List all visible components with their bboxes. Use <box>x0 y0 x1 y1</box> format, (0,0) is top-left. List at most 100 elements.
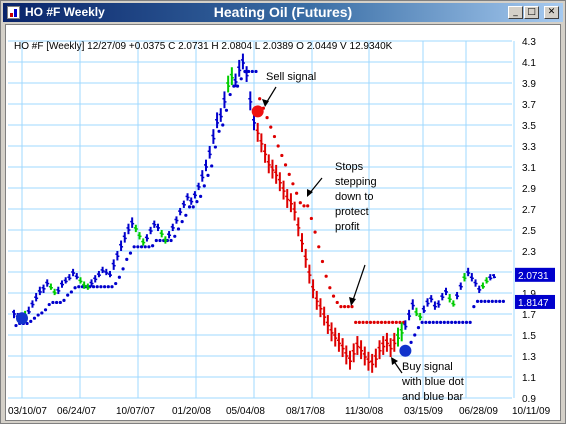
stop-dot <box>29 319 33 323</box>
stop-dot <box>280 153 284 158</box>
stop-dot <box>106 285 110 289</box>
sell-arrow-head <box>262 99 269 107</box>
stop-dot <box>487 299 491 303</box>
stop-dot <box>475 299 480 303</box>
stop-dot <box>169 238 173 243</box>
chart-header-readout: HO #F [Weekly] 12/27/09 +0.0375 C 2.0731… <box>14 41 393 52</box>
start-buy-dot <box>16 312 28 325</box>
y-tick-label: 3.7 <box>522 100 536 111</box>
stop-dot <box>250 69 254 74</box>
stop-dot <box>357 320 361 324</box>
stop-dot <box>295 191 299 195</box>
stop-dot <box>265 116 269 120</box>
maximize-button[interactable]: □ <box>524 6 539 19</box>
stop-dot <box>191 205 195 209</box>
stop-dot <box>132 245 136 249</box>
stop-dot <box>217 129 221 133</box>
stop-dot <box>184 213 188 217</box>
stop-dot <box>483 299 487 303</box>
y-tick-label: 1.7 <box>522 310 536 321</box>
stop-dot <box>320 259 325 264</box>
x-tick-label: 01/20/08 <box>172 406 211 417</box>
stop-dot <box>343 305 347 309</box>
y-tick-label: 2.5 <box>522 226 536 237</box>
stop-dot <box>202 184 206 188</box>
stop-dot <box>147 245 151 249</box>
x-tick-label: 08/17/08 <box>286 406 325 417</box>
window-title: HO #F Weekly <box>25 5 105 19</box>
stops-line-1: Stops <box>335 161 364 173</box>
stop-dot <box>66 293 70 297</box>
x-axis-ticks: 03/10/07 06/24/07 10/07/07 01/20/08 05/04/08… <box>8 406 551 417</box>
y-tick-label: 1.1 <box>522 373 536 384</box>
stop-dot <box>117 275 121 279</box>
stop-dot <box>276 144 280 148</box>
stop-dot <box>239 77 243 81</box>
stop-dot <box>479 299 483 303</box>
stop-dot <box>125 257 129 261</box>
chart-area[interactable] <box>5 24 561 421</box>
stop-dot <box>199 194 203 198</box>
buy-signal-dot <box>399 344 412 357</box>
stop-dot <box>91 285 96 289</box>
y-axis-ticks: 4.34.13.93.73.53.33.12.92.72.52.32.11.91… <box>522 37 536 405</box>
stop-dot <box>62 298 66 302</box>
y-tick-label: 3.3 <box>522 142 536 153</box>
stop-dot <box>51 300 55 305</box>
sell-signal-dot <box>251 105 264 118</box>
stop-dot <box>228 92 232 97</box>
y-tick-label: 3.1 <box>522 163 536 174</box>
title-bar[interactable]: HO #F Weekly Heating Oil (Futures) _ □ ✕ <box>3 3 563 22</box>
stop-dot <box>368 320 373 324</box>
stop-dot <box>346 305 350 309</box>
stop-dot <box>187 205 192 209</box>
stop-dot <box>210 164 214 168</box>
stop-dot <box>25 321 29 326</box>
stop-dot <box>269 125 273 129</box>
stop-dot <box>383 320 387 324</box>
stop-dot <box>450 320 454 324</box>
stop-dot <box>143 245 147 249</box>
stop-dot <box>103 285 107 289</box>
close-button[interactable]: ✕ <box>544 6 559 19</box>
stop-dot <box>128 251 133 255</box>
stop-dot <box>254 69 258 74</box>
y-tick-label: 2.7 <box>522 205 536 216</box>
stop-dot <box>472 305 476 309</box>
x-tick-label: 06/24/07 <box>57 406 96 417</box>
stop-dot <box>391 320 395 324</box>
stop-dot <box>313 230 317 234</box>
minimize-button[interactable]: _ <box>508 6 523 19</box>
buy-signal-annotation: Buy signal with blue dot and blue bar <box>401 361 467 403</box>
stop-dot <box>309 216 313 221</box>
y-tick-label: 1.3 <box>522 352 536 363</box>
stop-dot <box>14 323 18 328</box>
stop-price-label-text: 1.8147 <box>518 298 549 309</box>
stops-arrow-1-head <box>307 189 313 197</box>
stop-dot <box>468 320 472 324</box>
x-tick-label: 11/30/08 <box>345 406 384 417</box>
x-tick-label: 05/04/08 <box>226 406 265 417</box>
stop-dot <box>457 320 461 324</box>
stops-line-5: profit <box>335 221 359 233</box>
stop-dot <box>158 238 162 243</box>
y-tick-label: 2.9 <box>522 184 536 195</box>
stop-dots <box>14 69 505 353</box>
stop-dot <box>224 108 229 112</box>
stop-dot <box>424 320 428 324</box>
chart-grid <box>8 40 515 399</box>
stop-dot <box>331 294 336 298</box>
stop-dot <box>173 234 177 238</box>
stop-dot <box>154 238 158 243</box>
sell-signal-annotation: Sell signal <box>266 71 316 83</box>
stop-dot <box>461 320 465 324</box>
stop-dot <box>272 134 277 139</box>
stops-arrow-2 <box>351 264 366 304</box>
stop-dot <box>136 245 140 249</box>
x-tick-label: 06/28/09 <box>459 406 498 417</box>
stop-dot <box>180 220 184 224</box>
stop-dot <box>498 299 502 303</box>
y-tick-label: 1.9 <box>522 289 536 300</box>
stop-dot <box>427 320 432 324</box>
y-tick-label: 1.5 <box>522 331 536 342</box>
